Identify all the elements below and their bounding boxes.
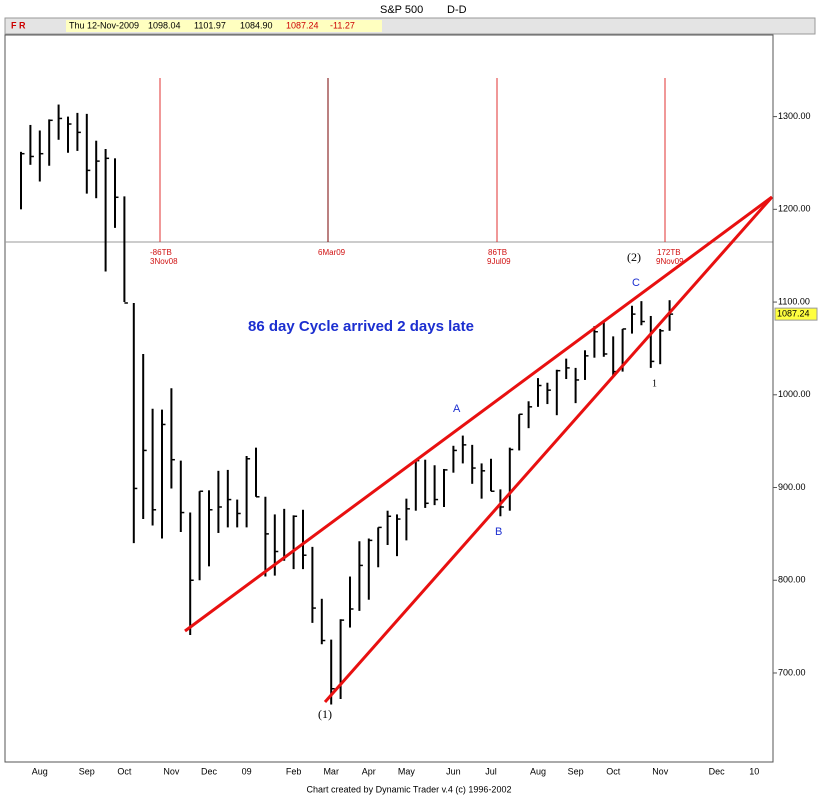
wave-label: (2) <box>627 250 641 264</box>
wave-label: 1 <box>652 378 657 389</box>
cycle-label: 86TB <box>488 248 507 257</box>
price-bars <box>20 104 674 705</box>
y-tick-label: 1200.00 <box>778 204 811 214</box>
y-tick-label: 1000.00 <box>778 389 811 399</box>
y-tick-label: 700.00 <box>778 667 806 677</box>
cycle-label: 6Mar09 <box>318 248 346 257</box>
x-tick-label: Feb <box>286 766 302 776</box>
date: Thu 12-Nov-2009 <box>69 20 139 30</box>
trend-line <box>323 196 774 703</box>
y-tick-label: 800.00 <box>778 575 806 585</box>
change: -11.27 <box>330 20 355 30</box>
x-tick-label: Dec <box>201 766 218 776</box>
x-tick-label: Oct <box>606 766 621 776</box>
x-tick-label: Mar <box>323 766 339 776</box>
wave-label: B <box>495 526 502 538</box>
x-tick-label: Apr <box>362 766 376 776</box>
cycle-label: 3Nov08 <box>150 257 178 266</box>
price-tag: 1087.24 <box>777 308 810 318</box>
flags: F R <box>11 20 26 30</box>
chart-title: S&P 500 <box>380 4 423 16</box>
x-tick-label: Sep <box>568 766 584 776</box>
y-tick-label: 1100.00 <box>778 296 810 306</box>
period: D-D <box>447 4 467 16</box>
x-tick-label: Aug <box>530 766 546 776</box>
info-box <box>66 20 382 32</box>
low: 1084.90 <box>240 20 273 30</box>
price-tag-box <box>774 307 818 321</box>
footer: Chart created by Dynamic Trader v.4 (c) … <box>307 784 512 794</box>
y-tick-label: 1300.00 <box>778 111 811 121</box>
annotation: 86 day Cycle arrived 2 days late <box>248 318 474 335</box>
x-tick-label: Oct <box>117 766 132 776</box>
cycle-label: -86TB <box>150 248 172 257</box>
x-tick-label: May <box>398 766 416 776</box>
x-tick-label: Nov <box>163 766 180 776</box>
cycle-label: 9Nov09 <box>656 257 684 266</box>
open: 1098.04 <box>148 20 181 30</box>
x-tick-label: Sep <box>79 766 95 776</box>
y-tick-label: 900.00 <box>778 482 806 492</box>
x-tick-label: 09 <box>242 766 252 776</box>
wave-label: (1) <box>318 707 332 721</box>
plot-area <box>4 34 774 763</box>
x-tick-label: Dec <box>709 766 726 776</box>
high: 1101.97 <box>194 20 226 30</box>
cycle-label: 9Jul09 <box>487 257 511 266</box>
wave-label: C <box>632 277 640 289</box>
x-tick-label: Aug <box>32 766 48 776</box>
x-tick-label: Jun <box>446 766 461 776</box>
x-tick-label: Nov <box>652 766 669 776</box>
trend-line <box>184 195 773 633</box>
x-tick-label: 10 <box>749 766 759 776</box>
wave-label: A <box>453 403 461 415</box>
cycle-label: 172TB <box>657 248 681 257</box>
close: 1087.24 <box>286 20 319 30</box>
x-tick-label: Jul <box>485 766 497 776</box>
